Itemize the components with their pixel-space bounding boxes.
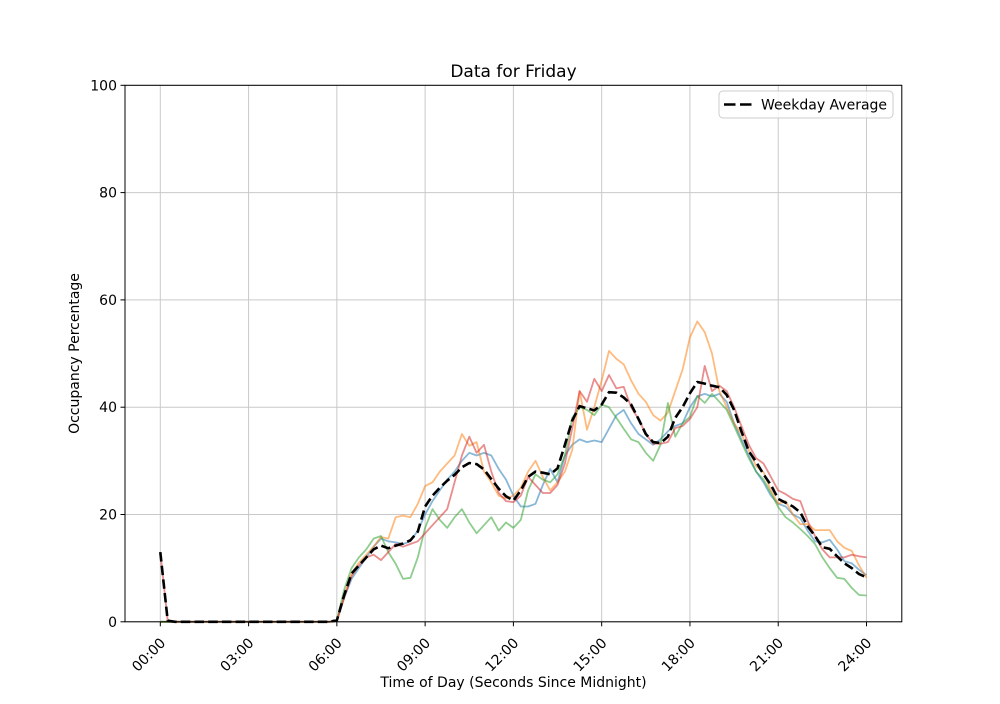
legend: Weekday Average: [718, 90, 894, 119]
y-tick-label: 0: [108, 615, 117, 631]
x-tick-label: 03:00: [218, 635, 258, 675]
y-axis-label: Occupancy Percentage: [67, 273, 83, 434]
x-tick-label: 15:00: [571, 635, 611, 675]
y-tick-label: 40: [99, 400, 117, 416]
y-tick-label: 100: [90, 78, 117, 94]
x-tick-label: 09:00: [394, 635, 434, 675]
chart-title: Data for Friday: [450, 62, 576, 82]
axis-ticks: 00:00 03:00 06:00 09:00 12:00 15:00 18:00 21:00…: [90, 78, 875, 675]
y-tick-label: 20: [99, 508, 117, 524]
x-tick-label: 21:00: [747, 635, 787, 675]
x-axis-label: Time of Day (Seconds Since Midnight): [379, 675, 646, 691]
legend-entry-label: Weekday Average: [761, 98, 887, 114]
x-tick-label: 12:00: [482, 635, 522, 675]
x-tick-label: 18:00: [659, 635, 699, 675]
y-tick-label: 80: [99, 186, 117, 202]
y-tick-label: 60: [99, 293, 117, 309]
x-tick-label: 00:00: [129, 635, 169, 675]
x-tick-label: 06:00: [306, 635, 346, 675]
legend-box: [718, 90, 894, 119]
grid: [125, 84, 902, 623]
x-tick-label: 24:00: [835, 635, 875, 675]
